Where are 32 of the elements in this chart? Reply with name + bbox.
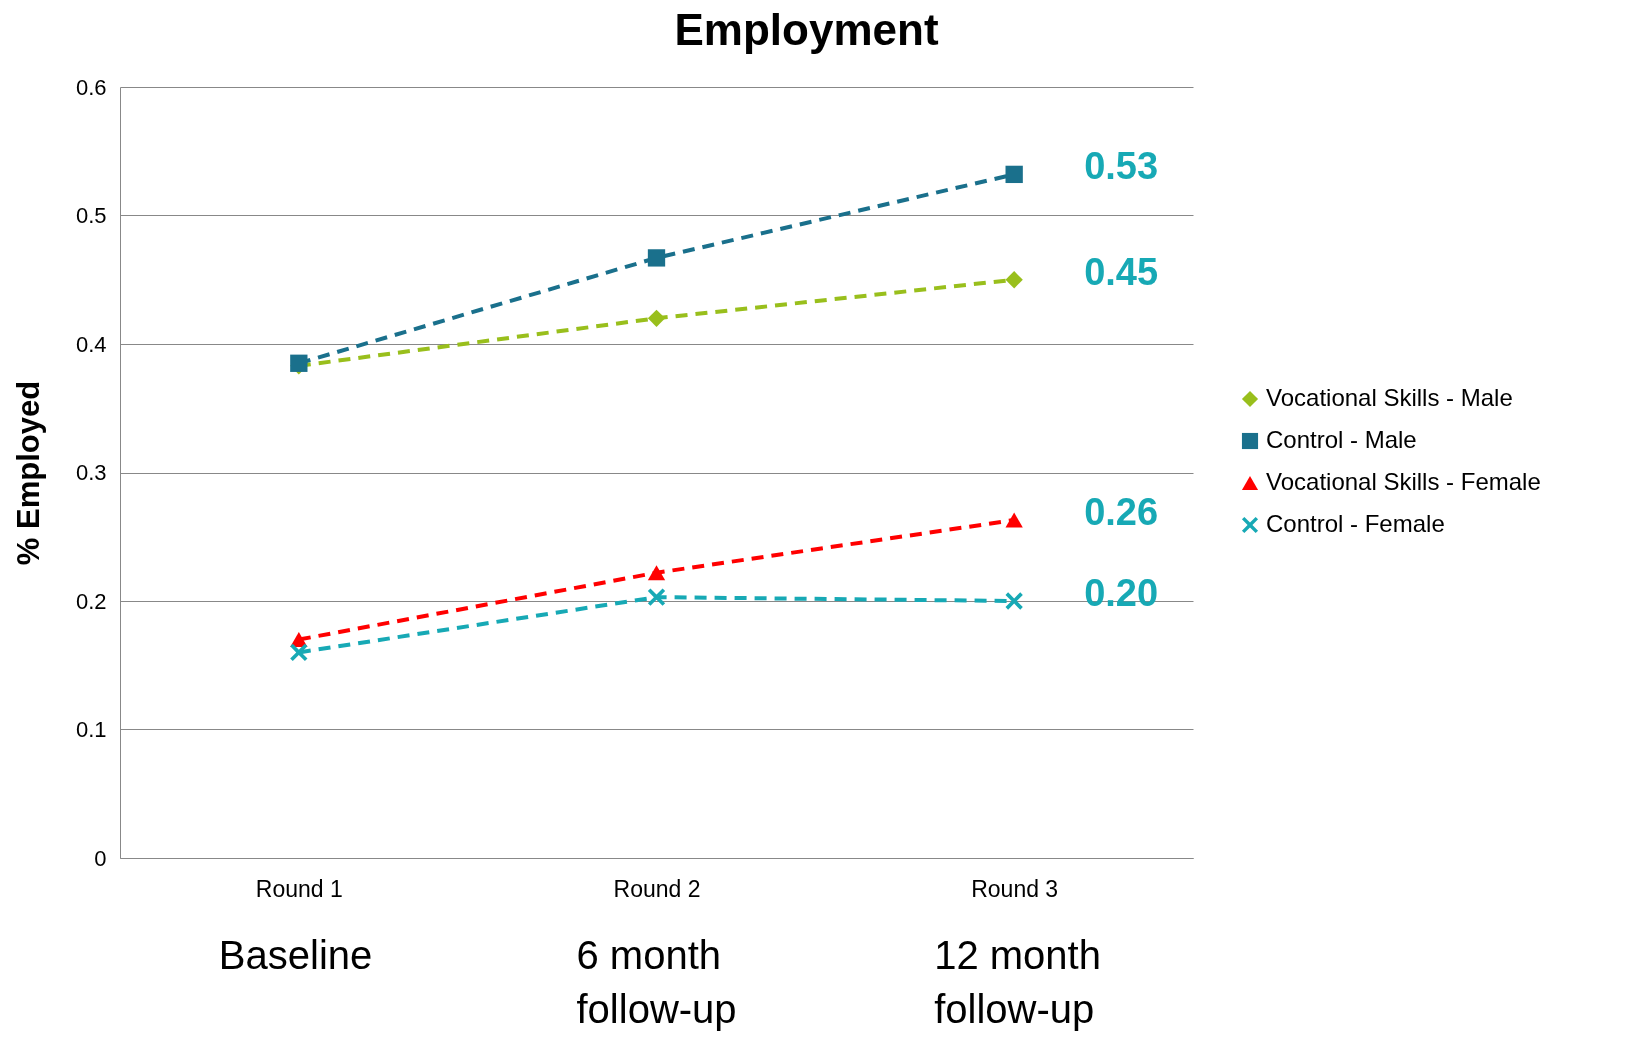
y-tick-label: 0.3 xyxy=(75,460,107,485)
text: 12 month follow-up xyxy=(934,932,1102,1033)
legend-label: Vocational Skills - Female xyxy=(1266,468,1541,495)
data-label: 0.45 xyxy=(1084,250,1159,293)
y-tick-label: 0.1 xyxy=(75,717,107,742)
y-tick-label: 0.4 xyxy=(75,331,107,357)
text: Baseline xyxy=(218,932,374,979)
y-tick-label: 0.2 xyxy=(75,588,107,614)
point xyxy=(647,249,666,267)
x-tick-label: Round 1 xyxy=(255,875,343,902)
data-label: 0.53 xyxy=(1084,145,1159,188)
point xyxy=(647,565,666,581)
data-label: 0.20 xyxy=(1084,572,1159,614)
text: 6 month follow-up xyxy=(576,932,738,1033)
legend-label: Control - Male xyxy=(1266,426,1417,453)
y-tick-label: 0.5 xyxy=(75,203,107,228)
point xyxy=(1005,271,1023,289)
y-axis-title: % Employed xyxy=(10,380,46,566)
legend-label: Control - Female xyxy=(1266,510,1445,537)
point xyxy=(1005,512,1023,528)
point xyxy=(1005,592,1023,610)
point xyxy=(1005,165,1023,184)
y-tick-label: 0 xyxy=(94,845,107,871)
point xyxy=(647,309,666,327)
data-label: 0.26 xyxy=(1084,491,1159,534)
x-tick-label: Round 3 xyxy=(971,875,1059,902)
chart-title: Employment xyxy=(674,5,939,54)
point xyxy=(647,588,666,606)
point xyxy=(290,643,308,662)
x-tick-label: Round 2 xyxy=(613,875,701,902)
y-tick-label: 0.6 xyxy=(75,74,107,100)
legend-label: Vocational Skills - Male xyxy=(1266,384,1513,411)
